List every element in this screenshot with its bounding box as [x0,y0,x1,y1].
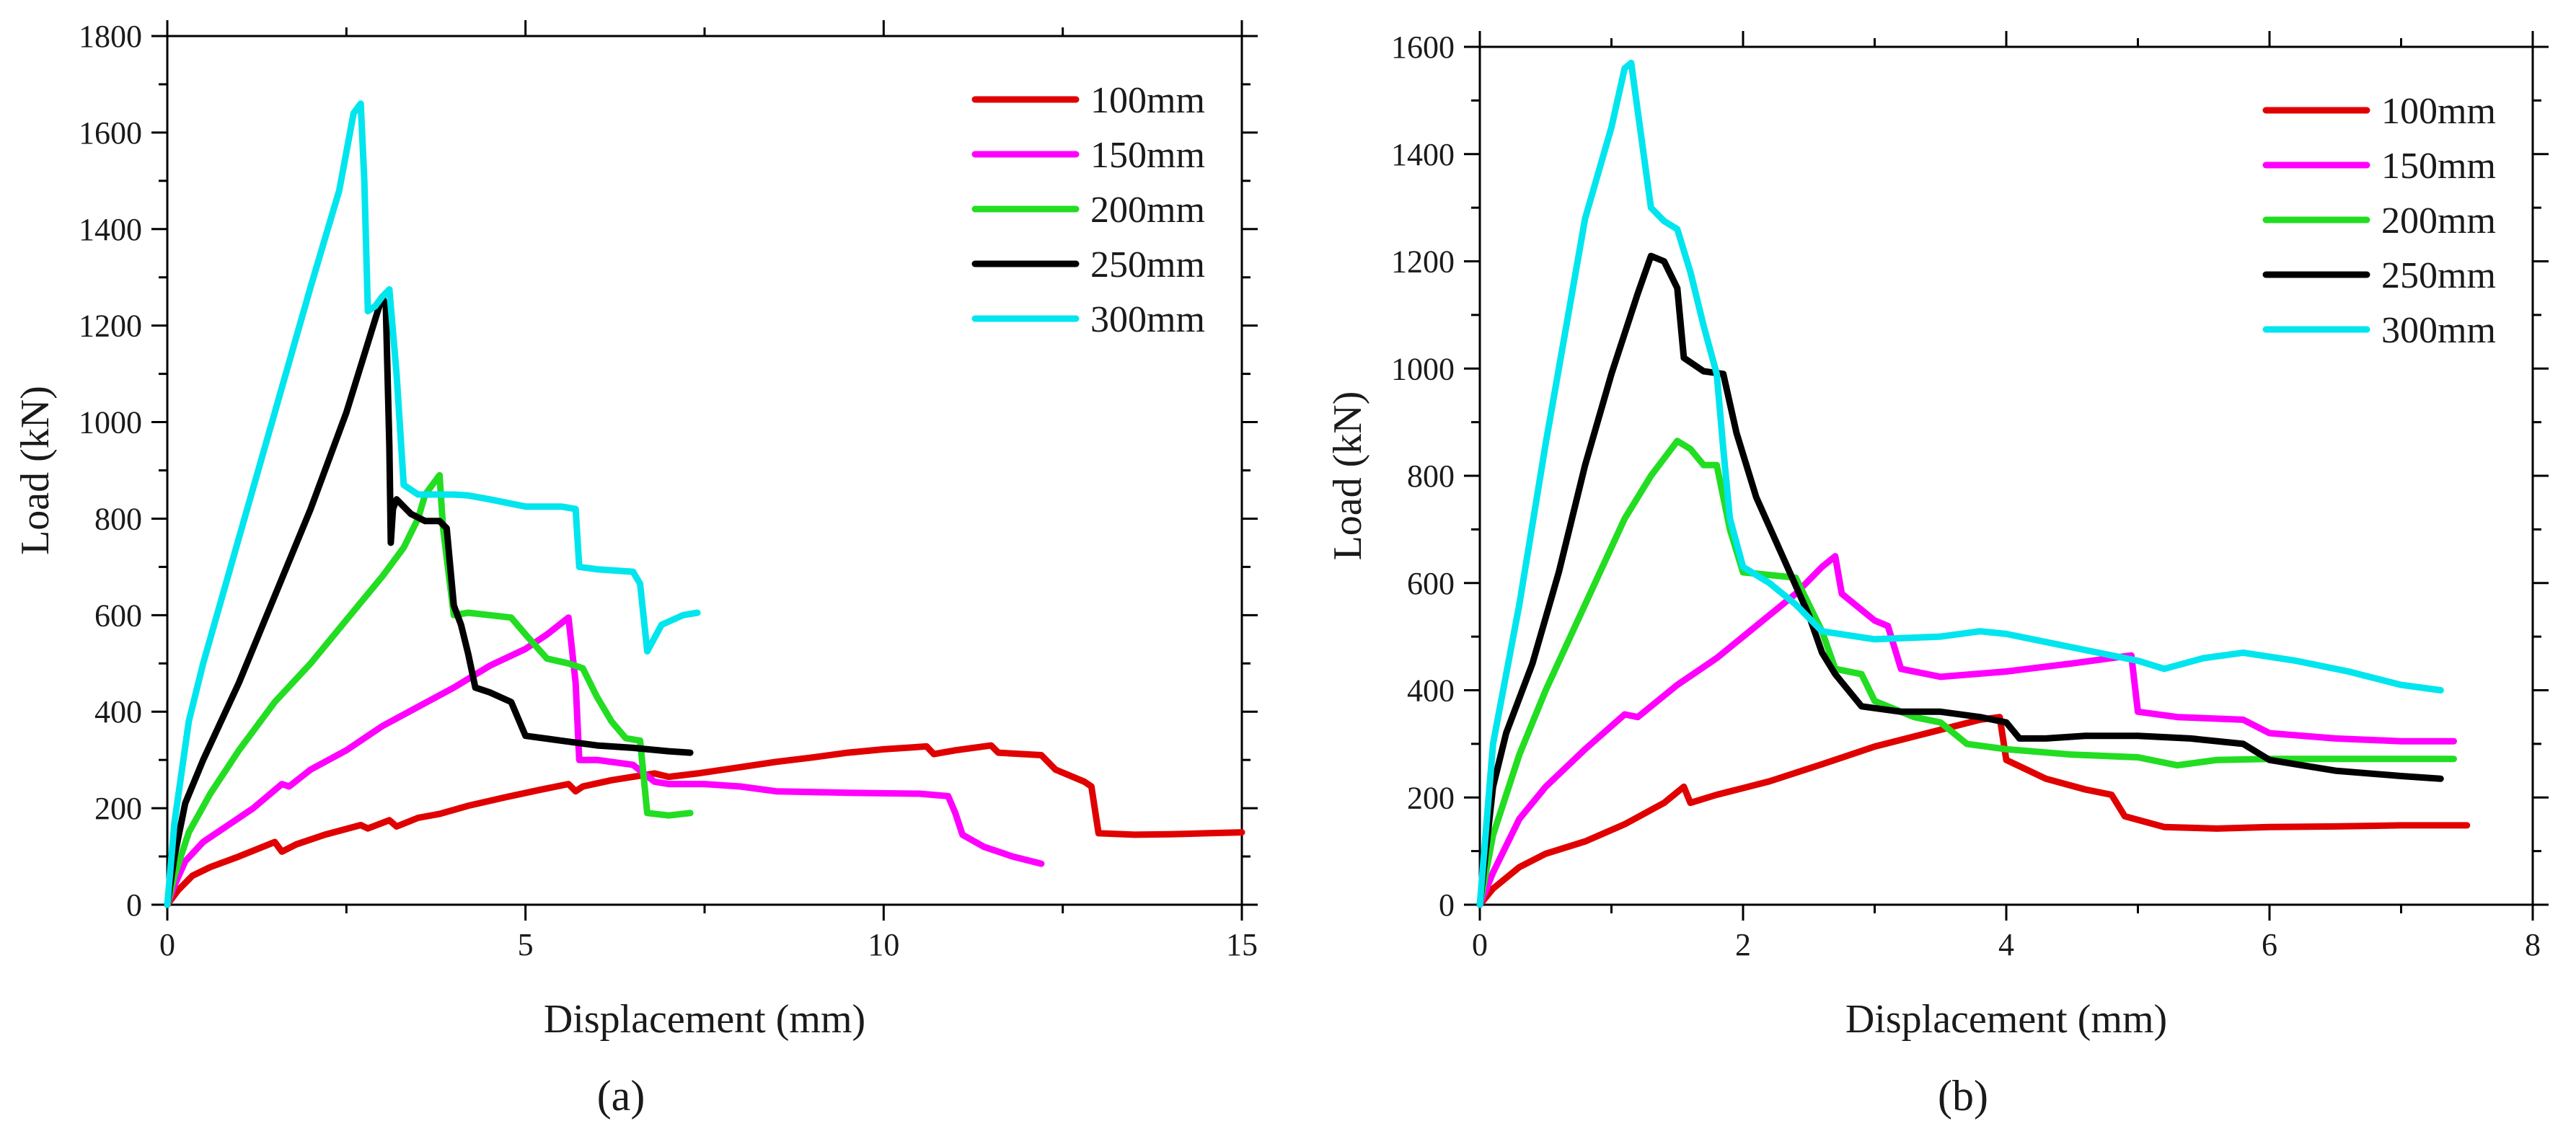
y-tick-label: 1000 [79,405,142,440]
series-line-100mm [1476,714,2471,908]
panel-b-label: (b) [1938,1072,1988,1120]
series-line-250mm [164,293,694,908]
series-line-300mm [1476,59,2444,908]
x-tick-label: 8 [2525,927,2541,962]
x-tick-label: 15 [1226,927,1258,962]
y-axis-title: Load (kN) [13,386,58,555]
x-axis-title: Displacement (mm) [1845,997,2167,1042]
y-tick-label: 200 [94,791,142,826]
legend-label-300mm: 300mm [1090,299,1205,340]
y-tick-label: 1200 [79,309,142,344]
y-tick-label: 800 [1407,458,1455,494]
x-tick-label: 2 [1735,927,1751,962]
y-axis-title: Load (kN) [1326,391,1370,561]
y-tick-label: 600 [1407,566,1455,601]
y-tick-label: 1000 [1391,351,1455,386]
x-tick-label: 4 [1998,927,2014,962]
legend-label-150mm: 150mm [2381,146,2496,187]
y-tick-label: 600 [94,598,142,633]
x-tick-label: 0 [1472,927,1488,962]
legend-label-100mm: 100mm [2381,91,2496,132]
y-tick-label: 400 [94,694,142,730]
y-tick-label: 1800 [79,19,142,54]
panel-a: 0 5 10 15 0 200 400 600 800 1000 1200 1400 1600 1800 D… [13,19,1258,1120]
y-tick-label: 1600 [79,115,142,151]
panel-a-label: (a) [597,1072,645,1120]
y-tick-label: 200 [1407,780,1455,815]
y-tick-label: 400 [1407,673,1455,709]
series-line-300mm [164,100,701,908]
y-tick-label: 0 [1439,887,1455,923]
y-tick-label: 1600 [1391,30,1455,65]
legend-label-300mm: 300mm [2381,310,2496,351]
series-line-100mm [164,742,1245,908]
legend-label-100mm: 100mm [1090,80,1205,121]
x-tick-label: 10 [868,927,899,962]
series-line-200mm [164,471,694,908]
legend-label-200mm: 200mm [1090,190,1205,231]
x-tick-label: 5 [518,927,534,962]
series-line-150mm [1476,553,2457,908]
x-axis-title: Displacement (mm) [544,997,865,1042]
legend-label-250mm: 250mm [1090,244,1205,285]
y-tick-label: 1400 [79,212,142,247]
y-tick-label: 800 [94,501,142,536]
x-tick-label: 6 [2262,927,2277,962]
y-tick-label: 1400 [1391,137,1455,172]
y-tick-label: 1200 [1391,244,1455,280]
panel-b: 0 2 4 6 8 0 200 400 600 800 1000 1200 1400 1600 Displa… [1326,30,2549,1120]
legend-label-150mm: 150mm [1090,135,1205,176]
series-line-250mm [1476,252,2444,908]
y-tick-label: 0 [126,887,142,923]
legend-label-200mm: 200mm [2381,200,2496,241]
x-tick-label: 0 [159,927,175,962]
legend-label-250mm: 250mm [2381,255,2496,296]
series-line-150mm [164,614,1045,908]
